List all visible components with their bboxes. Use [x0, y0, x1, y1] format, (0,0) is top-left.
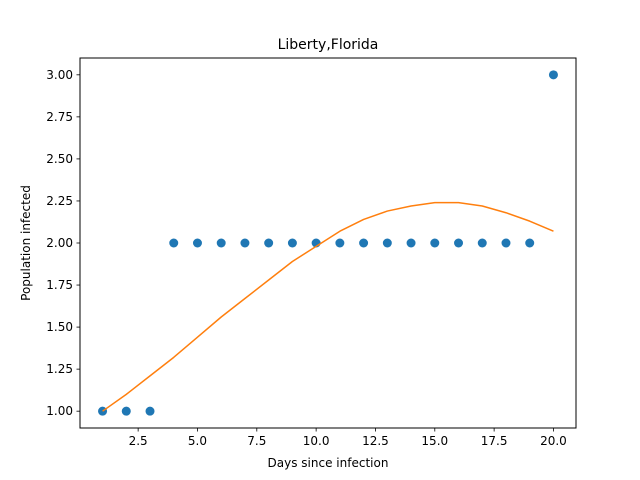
scatter-point — [264, 238, 274, 248]
scatter-point — [548, 70, 558, 80]
scatter-point — [430, 238, 440, 248]
y-tick-label: 2.75 — [46, 110, 73, 124]
y-axis-label: Population infected — [19, 185, 33, 301]
y-axis-ticks: 1.00 1.25 1.50 1.75 2.00 2.25 2.50 2.75 3.00 — [46, 68, 80, 418]
scatter-point — [121, 406, 131, 416]
scatter-point — [192, 238, 202, 248]
scatter-point — [406, 238, 416, 248]
x-tick-label: 12.5 — [362, 434, 389, 448]
scatter-point — [240, 238, 250, 248]
x-axis-label: Days since infection — [268, 456, 389, 470]
y-tick-label: 2.50 — [46, 152, 73, 166]
scatter-point — [454, 238, 464, 248]
y-tick-label: 1.75 — [46, 278, 73, 292]
x-tick-label: 7.5 — [247, 434, 266, 448]
x-axis-ticks: 2.5 5.0 7.5 10.0 12.5 15.0 17.5 20.0 — [129, 428, 567, 448]
y-tick-label: 1.00 — [46, 404, 73, 418]
y-tick-label: 2.00 — [46, 236, 73, 250]
x-tick-label: 20.0 — [540, 434, 567, 448]
scatter-point — [169, 238, 179, 248]
scatter-point — [382, 238, 392, 248]
scatter-point — [477, 238, 487, 248]
series-layer — [98, 70, 558, 416]
plot-frame — [79, 57, 577, 429]
x-tick-label: 17.5 — [481, 434, 508, 448]
scatter-point — [359, 238, 369, 248]
y-tick-label: 3.00 — [46, 68, 73, 82]
y-tick-label: 1.25 — [46, 362, 73, 376]
y-tick-label: 1.50 — [46, 320, 73, 334]
x-tick-label: 15.0 — [421, 434, 448, 448]
x-tick-label: 5.0 — [188, 434, 207, 448]
x-tick-label: 2.5 — [129, 434, 148, 448]
scatter-point — [145, 406, 155, 416]
scatter-point — [287, 238, 297, 248]
scatter-point — [501, 238, 511, 248]
y-tick-label: 2.25 — [46, 194, 73, 208]
scatter-point — [525, 238, 535, 248]
chart-title: Liberty,Florida — [278, 37, 379, 53]
x-tick-label: 10.0 — [303, 434, 330, 448]
scatter-point — [335, 238, 345, 248]
fit-line — [102, 201, 554, 412]
scatter-point — [216, 238, 226, 248]
